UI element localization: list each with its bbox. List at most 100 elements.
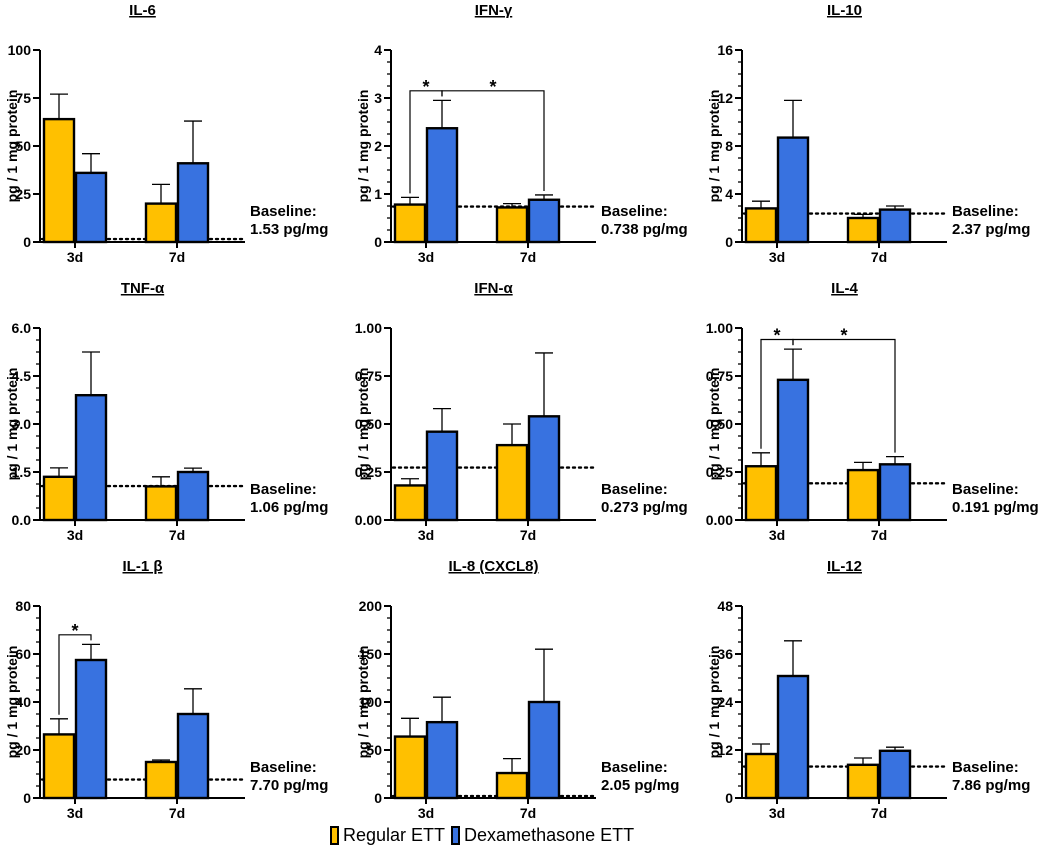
y-tick-label: 0: [23, 234, 31, 250]
y-tick-label: 12: [717, 90, 733, 106]
y-tick-label: 80: [15, 598, 31, 614]
y-tick-label: 40: [15, 694, 31, 710]
y-tick-label: 25: [15, 186, 31, 202]
y-tick-label: 0: [374, 234, 382, 250]
bar-dexamethasone-3d: [425, 430, 459, 522]
x-tick-label: 3d: [418, 249, 434, 265]
y-tick-label: 0.50: [706, 416, 733, 432]
y-tick-label: 0.50: [355, 416, 382, 432]
baseline-value: 2.05 pg/mg: [601, 777, 679, 794]
baseline-label: Baseline:: [601, 203, 668, 220]
baseline-label: Baseline:: [952, 481, 1019, 498]
baseline-label: Baseline:: [250, 203, 317, 220]
baseline-label: Baseline:: [952, 759, 1019, 776]
x-tick-label: 7d: [871, 249, 887, 265]
baseline-label: Baseline:: [250, 481, 317, 498]
y-tick-label: 100: [359, 694, 383, 710]
bar-dexamethasone-3d: [74, 171, 108, 244]
x-tick-label: 3d: [769, 805, 785, 820]
y-axis-label: pg / 1 mg protein: [355, 646, 371, 759]
bar-regular-7d: [495, 206, 529, 244]
x-tick-label: 3d: [769, 249, 785, 265]
bar-dexamethasone-3d: [776, 674, 810, 800]
y-axis-label: pg / 1 mg protein: [4, 90, 20, 203]
bar-regular-3d: [744, 207, 778, 244]
y-tick-label: 100: [8, 42, 32, 58]
bar-regular-7d: [846, 468, 880, 522]
y-axis-label: pg / 1 mg protein: [355, 90, 371, 203]
legend-label-dexamethasone: Dexamethasone ETT: [464, 824, 635, 845]
y-tick-label: 36: [717, 646, 733, 662]
bar-regular-7d: [144, 760, 178, 800]
significance-star: *: [840, 326, 847, 346]
bar-dexamethasone-7d: [527, 700, 561, 800]
bar-regular-3d: [393, 484, 427, 522]
baseline-value: 0.738 pg/mg: [601, 221, 688, 238]
chart-panel-8: IL-12 pg / 1 mg protein 0 12 24 36 48 3d 7d Basel…: [706, 558, 1030, 820]
bar-regular-7d: [495, 443, 529, 522]
x-tick-label: 3d: [67, 249, 83, 265]
bar-dexamethasone-3d: [776, 136, 810, 244]
y-tick-label: 0.00: [706, 512, 733, 528]
bar-regular-7d: [846, 763, 880, 800]
y-tick-label: 6.0: [12, 320, 32, 336]
bar-regular-3d: [744, 752, 778, 800]
significance-star: *: [773, 326, 780, 346]
bar-dexamethasone-3d: [425, 720, 459, 800]
baseline-value: 0.191 pg/mg: [952, 499, 1039, 516]
chart-panel-5: IL-4 pg / 1 mg protein 0.00 0.25 0.50 0.75 1.0…: [706, 280, 1039, 543]
bar-regular-3d: [393, 735, 427, 800]
regular-swatch: [330, 825, 339, 845]
y-tick-label: 4.5: [12, 368, 32, 384]
bar-regular-3d: [42, 475, 76, 522]
bar-dexamethasone-7d: [527, 198, 561, 244]
x-tick-label: 7d: [169, 805, 185, 820]
x-tick-label: 3d: [769, 527, 785, 543]
chart-title: TNF-α: [121, 280, 165, 297]
chart-panel-3: TNF-α pg / 1 mg protein 0.0 1.5 3.0 4.5 6.0 3d 7…: [4, 280, 328, 543]
y-tick-label: 12: [717, 742, 733, 758]
x-tick-label: 7d: [520, 249, 536, 265]
y-tick-label: 4: [725, 186, 733, 202]
baseline-label: Baseline:: [601, 481, 668, 498]
x-tick-label: 3d: [418, 805, 434, 820]
y-tick-label: 24: [717, 694, 733, 710]
y-tick-label: 0: [725, 234, 733, 250]
chart-panel-0: IL-6 pg / 1 mg protein 0 25 50 75 100 3d 7d Basel…: [4, 2, 328, 265]
y-tick-label: 0.25: [706, 464, 733, 480]
y-tick-label: 0.75: [706, 368, 733, 384]
bar-dexamethasone-7d: [878, 463, 912, 522]
legend: Regular ETT Dexamethasone ETT: [330, 824, 640, 846]
y-tick-label: 2: [374, 138, 382, 154]
chart-title: IL-4: [831, 280, 858, 297]
y-tick-label: 0: [23, 790, 31, 806]
bar-dexamethasone-7d: [176, 470, 210, 522]
y-tick-label: 16: [717, 42, 733, 58]
baseline-value: 1.06 pg/mg: [250, 499, 328, 516]
chart-panel-4: IFN-α pg / 1 mg protein 0.00 0.25 0.50 0.75 1.…: [355, 280, 688, 543]
x-tick-label: 7d: [169, 527, 185, 543]
bar-dexamethasone-3d: [74, 658, 108, 800]
chart-title: IL-12: [827, 558, 862, 575]
x-tick-label: 7d: [871, 527, 887, 543]
legend-item-regular: Regular ETT: [330, 825, 445, 846]
bar-dexamethasone-3d: [74, 393, 108, 522]
y-tick-label: 3: [374, 90, 382, 106]
y-tick-label: 8: [725, 138, 733, 154]
baseline-value: 2.37 pg/mg: [952, 221, 1030, 238]
y-tick-label: 200: [359, 598, 383, 614]
baseline-value: 0.273 pg/mg: [601, 499, 688, 516]
x-tick-label: 7d: [520, 527, 536, 543]
bar-dexamethasone-7d: [176, 162, 210, 244]
x-tick-label: 7d: [520, 805, 536, 820]
dexamethasone-swatch: [451, 825, 461, 845]
chart-panel-1: IFN-γ pg / 1 mg protein 0 1 2 3 4 3d 7d Baseline:…: [355, 2, 688, 265]
significance-bracket: [441, 90, 545, 191]
y-tick-label: 1: [374, 186, 382, 202]
baseline-value: 7.86 pg/mg: [952, 777, 1030, 794]
y-axis-label: pg / 1 mg protein: [4, 646, 20, 759]
y-tick-label: 75: [15, 90, 31, 106]
bar-regular-3d: [42, 117, 76, 244]
chart-title: IL-10: [827, 2, 862, 19]
y-tick-label: 0.25: [355, 464, 382, 480]
